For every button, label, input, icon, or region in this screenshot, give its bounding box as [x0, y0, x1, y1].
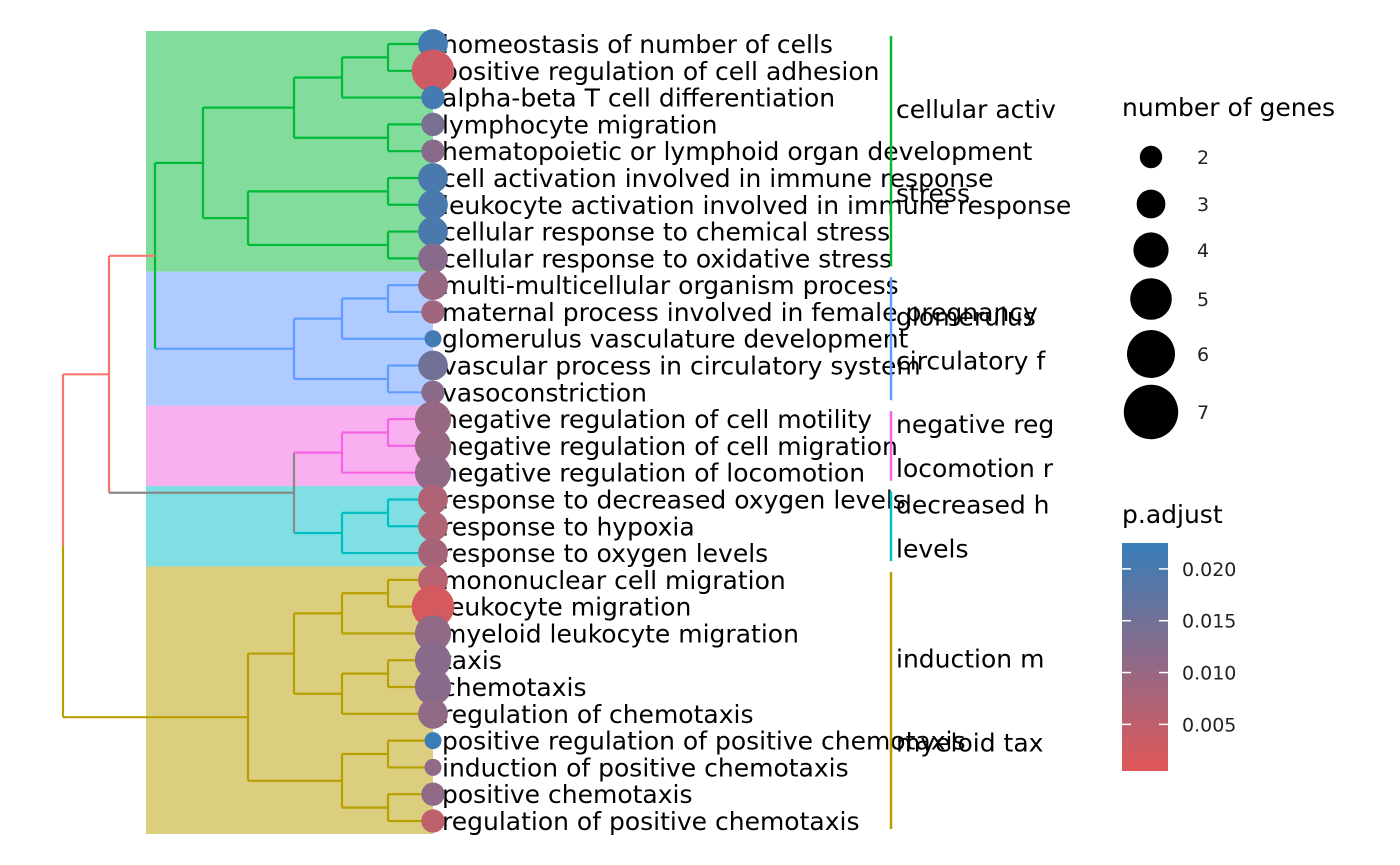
cluster-label: locomotion r — [896, 454, 1054, 483]
term-point — [414, 668, 452, 706]
cluster-label: stress — [896, 179, 970, 208]
term-points — [411, 29, 455, 833]
term-label: vasoconstriction — [442, 378, 647, 407]
legend-size-label: 5 — [1197, 289, 1209, 311]
p-adjust-colorbar — [1122, 543, 1168, 771]
legend-size-label: 4 — [1197, 240, 1209, 262]
term-label: mononuclear cell migration — [442, 566, 786, 595]
term-point — [421, 380, 445, 405]
term-point — [421, 85, 445, 110]
cluster-label: cellular activ — [896, 95, 1056, 124]
legend-size-key — [1139, 145, 1163, 169]
cluster-labels: cellular activ stress glomerulus circulator… — [896, 95, 1056, 757]
legend-color-title: p.adjust — [1122, 500, 1223, 529]
term-label: negative regulation of cell migration — [442, 432, 898, 461]
term-label: positive regulation of positive chemotax… — [442, 727, 966, 756]
term-point — [414, 454, 452, 491]
term-point — [418, 243, 448, 274]
cluster-label: induction m — [896, 644, 1044, 673]
cluster-label: myeloid tax — [896, 728, 1043, 757]
legend-size-key — [1133, 232, 1169, 268]
term-label: response to hypoxia — [442, 512, 695, 541]
term-label: hematopoietic or lymphoid organ developm… — [442, 137, 1033, 166]
legend-number-of-genes: number of genes 2 3 4 5 6 7 — [1122, 93, 1335, 440]
colorbar-tick-label: 0.020 — [1182, 559, 1236, 581]
term-point — [418, 216, 448, 247]
term-label: vascular process in circulatory system — [442, 352, 921, 381]
term-point — [414, 401, 452, 438]
term-point — [418, 270, 448, 301]
legend-size-title: number of genes — [1122, 93, 1335, 122]
term-point — [414, 642, 452, 679]
term-point — [421, 139, 445, 163]
legend-size-key — [1123, 384, 1179, 440]
term-point — [418, 163, 448, 193]
cluster-background — [146, 566, 433, 834]
term-label: glomerulus vasculature development — [442, 325, 909, 354]
term-label: cellular response to chemical stress — [442, 218, 890, 247]
term-point — [411, 49, 455, 93]
term-label: negative regulation of locomotion — [442, 459, 865, 488]
term-point — [418, 350, 448, 381]
term-label: homeostasis of number of cells — [442, 30, 833, 59]
term-label: myeloid leukocyte migration — [442, 619, 799, 648]
cluster-label: glomerulus — [896, 303, 1036, 332]
term-point — [418, 511, 448, 542]
term-label: negative regulation of cell motility — [442, 405, 872, 434]
term-point — [414, 615, 452, 652]
term-point — [411, 585, 455, 628]
legend-size-label: 3 — [1197, 194, 1209, 216]
term-label: cellular response to oxidative stress — [442, 244, 892, 273]
term-point — [418, 484, 448, 515]
cluster-label: negative reg — [896, 410, 1054, 439]
term-point — [424, 330, 442, 348]
cluster-label: levels — [896, 534, 968, 563]
term-point — [414, 427, 452, 464]
term-label: regulation of chemotaxis — [442, 700, 753, 729]
term-label: positive chemotaxis — [442, 780, 693, 809]
cluster-label: decreased h — [896, 490, 1050, 519]
term-point — [418, 538, 448, 568]
term-label: induction of positive chemotaxis — [442, 753, 849, 782]
term-label: cell activation involved in immune respo… — [442, 164, 994, 193]
term-label: response to decreased oxygen levels — [442, 485, 906, 514]
term-point — [421, 782, 445, 806]
legend-size-key — [1127, 330, 1175, 378]
term-point — [418, 698, 448, 729]
legend-size-key — [1130, 278, 1172, 320]
cluster-background — [146, 31, 433, 272]
term-label: positive regulation of cell adhesion — [442, 57, 879, 86]
colorbar-tick-label: 0.005 — [1182, 714, 1236, 736]
legend-size-key — [1136, 189, 1166, 219]
term-label: multi-multicellular organism process — [442, 271, 899, 300]
term-point — [421, 809, 445, 833]
colorbar-tick-label: 0.015 — [1182, 611, 1236, 633]
legend-size-label: 6 — [1197, 344, 1209, 366]
term-label: lymphocyte migration — [442, 110, 717, 139]
term-point — [421, 112, 445, 137]
term-point — [424, 732, 442, 750]
term-label: taxis — [442, 646, 502, 675]
colorbar-tick-label: 0.010 — [1182, 663, 1236, 685]
term-label: leukocyte migration — [442, 593, 691, 622]
term-label: leukocyte activation involved in immune … — [442, 191, 1071, 220]
term-label: response to oxygen levels — [442, 539, 768, 568]
term-point — [418, 189, 448, 220]
term-label: alpha-beta T cell differentiation — [442, 84, 835, 113]
term-label: maternal process involved in female preg… — [442, 298, 1038, 327]
term-point — [424, 758, 442, 776]
term-point — [421, 300, 445, 324]
legend-size-label: 7 — [1197, 402, 1209, 424]
legend-size-label: 2 — [1197, 147, 1209, 169]
legend-p-adjust: p.adjust 0.020 0.015 0.010 0.005 — [1122, 500, 1236, 771]
term-label: regulation of positive chemotaxis — [442, 807, 859, 836]
term-label: chemotaxis — [442, 673, 587, 702]
cluster-label: circulatory f — [896, 347, 1046, 376]
